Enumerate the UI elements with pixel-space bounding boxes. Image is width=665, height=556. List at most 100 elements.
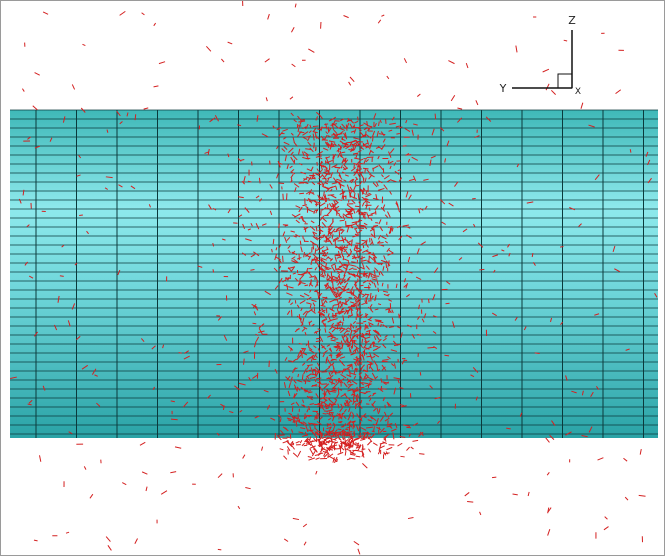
particle [396, 134, 399, 135]
particle [427, 347, 434, 348]
particle [290, 434, 291, 439]
particle [331, 404, 332, 410]
particle [358, 172, 363, 173]
particle [298, 374, 299, 377]
particle [358, 117, 359, 121]
particle [366, 356, 370, 357]
particle [315, 204, 320, 205]
particle [339, 422, 343, 423]
particle [360, 387, 365, 388]
particle [351, 262, 356, 263]
particle [317, 129, 321, 130]
particle [506, 428, 511, 429]
particle [302, 374, 303, 380]
particle [318, 403, 321, 404]
particle [360, 326, 361, 330]
particle [334, 305, 339, 306]
particle [332, 277, 333, 281]
particle [357, 356, 358, 360]
particle [60, 276, 64, 277]
particle [368, 215, 373, 216]
particle [296, 421, 297, 426]
visualization: Z Y X [0, 0, 665, 556]
particle [479, 269, 484, 270]
particle [316, 338, 319, 339]
particle [335, 265, 336, 270]
particle [444, 355, 449, 356]
particle [353, 423, 354, 429]
particle [338, 387, 339, 393]
particle [308, 341, 309, 348]
particle [347, 217, 352, 218]
particle [288, 361, 292, 362]
particle [535, 353, 540, 354]
particle [171, 419, 178, 420]
particle [270, 161, 271, 165]
particle [339, 181, 342, 182]
particle [348, 315, 349, 318]
particle [365, 168, 366, 173]
particle [304, 445, 308, 446]
particle [337, 240, 344, 241]
particle [630, 149, 631, 152]
particle [321, 403, 322, 407]
particle [351, 305, 358, 306]
particle [351, 346, 352, 349]
particle [301, 348, 306, 349]
particle [346, 142, 351, 143]
particle [363, 321, 366, 322]
particle [300, 241, 301, 245]
particle [326, 236, 327, 241]
particle [387, 426, 392, 427]
particle [213, 269, 214, 272]
particle [420, 372, 421, 375]
particle [359, 163, 363, 164]
particle [360, 165, 361, 169]
particle [342, 322, 343, 326]
page: Z Y X (() => { const data = JSON.parse(d… [0, 0, 665, 556]
particle [298, 274, 303, 275]
particle [382, 389, 387, 390]
particle [435, 114, 436, 120]
particle [560, 246, 563, 247]
particle [467, 501, 473, 502]
particle [326, 408, 329, 409]
particle [279, 223, 280, 228]
particle [218, 549, 221, 550]
particle [299, 419, 300, 423]
particle [79, 215, 83, 216]
particle [244, 359, 245, 365]
particle [346, 299, 347, 305]
particle [357, 260, 358, 264]
particle [374, 229, 375, 236]
particle [273, 239, 274, 244]
particle [338, 429, 342, 430]
particle [322, 178, 326, 179]
particle [400, 456, 404, 457]
particle [324, 269, 329, 270]
particle [331, 354, 332, 358]
right-margin [658, 0, 665, 556]
particle [135, 114, 136, 120]
particle [352, 364, 353, 369]
particle [308, 268, 312, 269]
particle [345, 429, 348, 430]
x-label: X [575, 87, 581, 97]
particle [331, 276, 332, 281]
particle [299, 132, 304, 133]
y-label: Y [499, 82, 507, 95]
particle [340, 220, 345, 221]
particle [325, 208, 329, 209]
particle [323, 413, 327, 414]
particle [362, 339, 363, 343]
particle [309, 201, 315, 202]
particle [315, 147, 316, 151]
particle [360, 352, 361, 355]
particle [339, 311, 344, 312]
left-margin [0, 0, 10, 556]
particle [333, 313, 334, 318]
particle [333, 282, 334, 288]
particle [379, 408, 380, 412]
particle [406, 154, 411, 155]
particle [428, 299, 429, 304]
